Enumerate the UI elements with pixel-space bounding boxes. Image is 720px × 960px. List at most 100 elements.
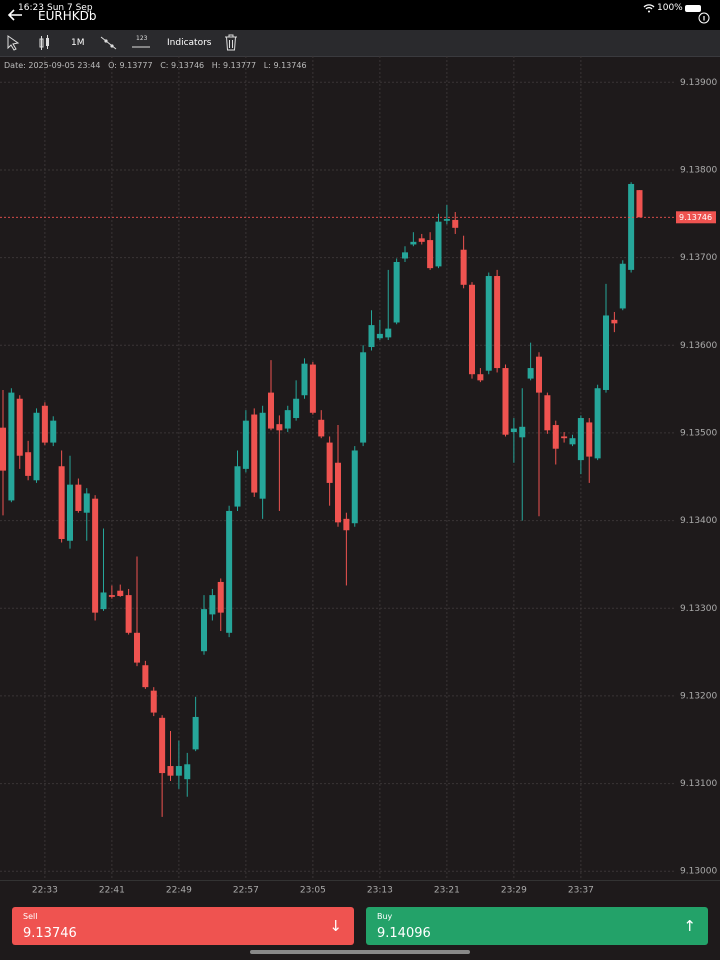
candle-body — [360, 352, 367, 443]
candle-body — [192, 716, 199, 750]
candle-body — [477, 374, 484, 381]
x-tick-label: 23:13 — [367, 886, 393, 896]
candle-body — [209, 595, 216, 615]
x-tick-label: 23:37 — [568, 886, 594, 896]
candle-body — [443, 219, 450, 221]
candle-body — [368, 325, 375, 348]
candle-body — [226, 510, 233, 633]
battery-icon — [685, 5, 710, 24]
last-price-label: 9.13746 — [679, 213, 712, 222]
candle-body — [561, 436, 568, 439]
info-open: O: 9.13777 — [108, 61, 153, 70]
candle-body — [259, 412, 266, 499]
candle-body — [519, 426, 526, 438]
numbering-tool[interactable]: 123 — [136, 35, 148, 42]
chart: 9.13000 9.13100 9.13200 9.13300 9.13400 9.135… — [0, 56, 717, 896]
candle-body — [460, 249, 467, 285]
info-high: H: 9.13777 — [211, 61, 257, 70]
candle-body — [326, 442, 333, 483]
candle-body — [58, 466, 65, 540]
candle-body — [435, 221, 442, 267]
candle-body — [628, 183, 635, 270]
candle-body — [284, 410, 291, 429]
info-low: L: 9.13746 — [263, 61, 307, 70]
y-tick-label: 9.13000 — [680, 867, 717, 877]
y-tick-label: 9.13600 — [680, 341, 717, 351]
candle-body — [502, 368, 509, 435]
candle-body — [485, 276, 492, 371]
indicators-button[interactable]: Indicators — [167, 38, 212, 48]
candle-body — [75, 484, 82, 511]
candle-body — [619, 263, 626, 309]
candle-body — [175, 766, 182, 776]
chart-type-tool[interactable] — [38, 35, 52, 51]
candle-body — [510, 428, 517, 433]
candle-body — [611, 319, 618, 324]
delete-tool[interactable] — [224, 34, 238, 51]
toolbar: 1M 123 Indicators — [0, 30, 720, 57]
candle-body — [469, 284, 475, 375]
y-tick-label: 9.13400 — [680, 516, 717, 526]
wifi-icon — [643, 4, 655, 13]
candle-body — [134, 632, 140, 663]
info-bar: Date: 2025-09-05 23:44 O: 9.13777 C: 9.1… — [4, 61, 307, 70]
y-tick-label: 9.13300 — [680, 604, 717, 614]
candle-body — [142, 665, 149, 688]
trendline-tool[interactable] — [100, 35, 118, 51]
axis-divider — [0, 880, 720, 881]
x-tick-label: 22:49 — [166, 886, 192, 896]
sell-label: Sell — [23, 912, 38, 921]
status-bar: 16:23 Sun 7 Sep EURHKDb 100% — [0, 0, 720, 30]
buy-button[interactable]: Buy 9.14096 ↑ — [366, 907, 708, 945]
candle-body — [393, 262, 400, 323]
candle-body — [636, 190, 643, 218]
candle-body — [8, 392, 15, 501]
candle-body — [536, 356, 542, 393]
candle-body — [184, 764, 191, 780]
date: Sun 7 Sep — [47, 3, 93, 13]
symbol-title: EURHKDb — [38, 9, 97, 23]
candle-body — [201, 609, 207, 652]
candle-body — [167, 766, 174, 776]
candle-body — [159, 717, 166, 774]
candle-body — [83, 493, 90, 513]
info-date: Date: 2025-09-05 23:44 — [4, 61, 101, 70]
timeframe[interactable]: 1M — [71, 38, 85, 48]
sell-button[interactable]: Sell 9.13746 ↓ — [12, 907, 354, 945]
x-tick-label: 22:41 — [99, 886, 125, 896]
candle-body — [67, 484, 73, 541]
candle-body — [150, 690, 157, 713]
candle-body — [309, 364, 316, 413]
y-tick-label: 9.13700 — [680, 253, 717, 263]
candle-body — [0, 427, 6, 471]
candle-body — [301, 363, 308, 396]
buy-price: 9.14096 — [377, 926, 431, 941]
x-tick-label: 23:21 — [434, 886, 460, 896]
x-tick-label: 22:57 — [233, 886, 259, 896]
candle-body — [351, 450, 358, 524]
candle-body — [33, 412, 40, 481]
candle-body — [527, 368, 534, 379]
cursor-tool[interactable] — [6, 35, 20, 51]
candle-body — [117, 590, 124, 596]
x-tick-label: 22:33 — [32, 886, 58, 896]
candle-body — [402, 252, 408, 259]
y-tick-label: 9.13800 — [680, 165, 717, 175]
candle-body — [276, 424, 283, 431]
y-tick-label: 9.13900 — [680, 78, 717, 88]
numbering-line — [132, 46, 150, 48]
candle-body — [544, 395, 551, 431]
candle-body — [251, 414, 258, 493]
y-tick-label: 9.13100 — [680, 779, 717, 789]
candle-body — [603, 315, 609, 390]
candle-body — [552, 425, 559, 449]
candle-body — [217, 581, 224, 613]
home-indicator — [250, 950, 470, 954]
buy-arrow: ↑ — [683, 917, 696, 935]
back-arrow[interactable] — [6, 8, 24, 22]
candle-body — [318, 419, 325, 437]
buy-label: Buy — [377, 912, 393, 921]
candle-body — [234, 466, 241, 507]
candle-body — [343, 518, 350, 531]
